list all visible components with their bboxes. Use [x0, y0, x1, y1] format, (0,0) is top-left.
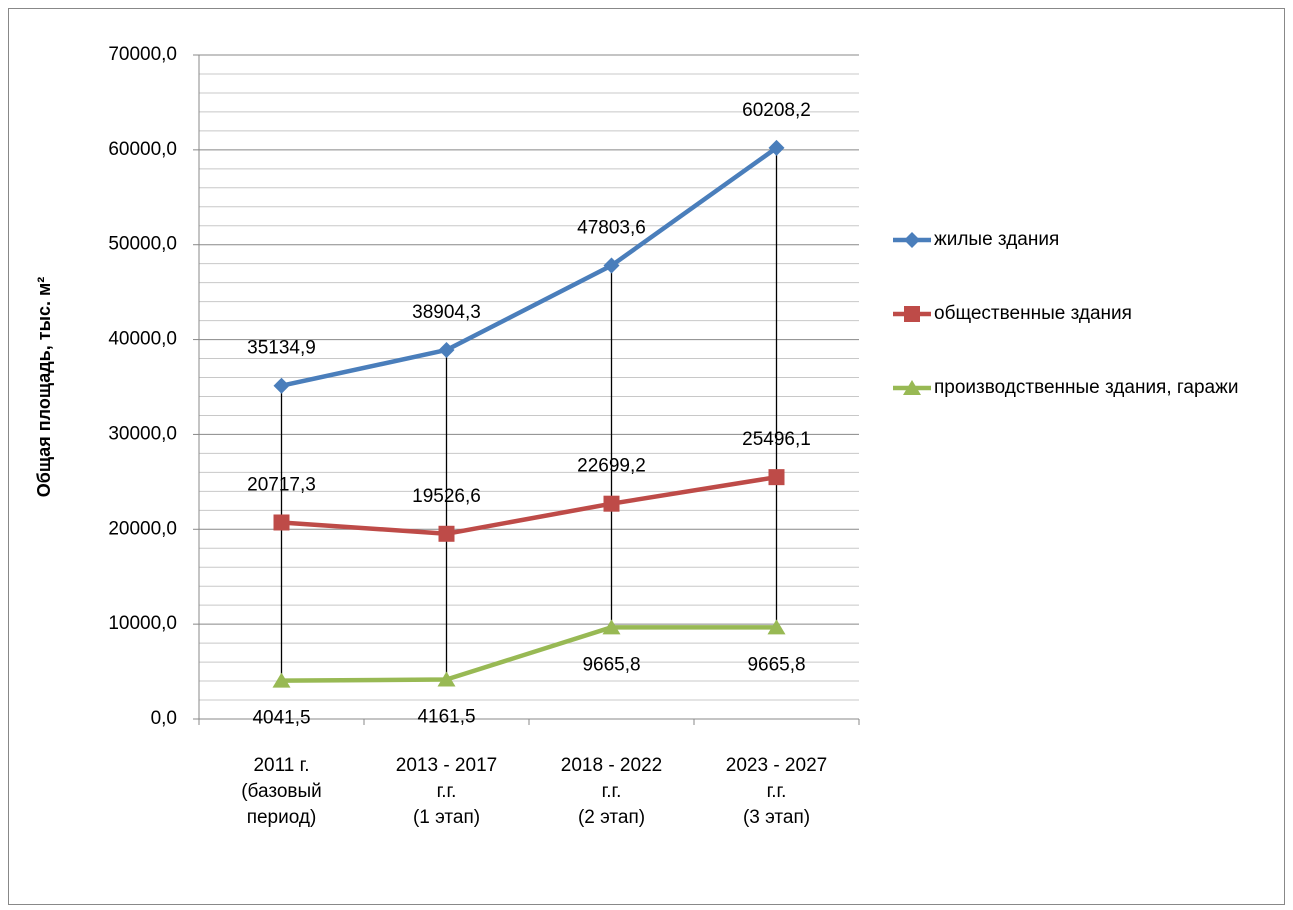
marker — [768, 469, 785, 486]
marker — [767, 619, 786, 635]
marker — [904, 306, 920, 322]
data-label: 22699,2 — [577, 456, 646, 477]
marker — [437, 671, 456, 687]
legend-label: общественные здания — [934, 303, 1132, 324]
marker — [273, 377, 290, 394]
chart-border — [8, 8, 1285, 905]
y-tick-label: 30000,0 — [108, 423, 177, 444]
x-tick-label: 2023 - 2027 г.г. (3 этап) — [725, 755, 828, 828]
data-label: 47803,6 — [577, 218, 646, 239]
data-label: 9665,8 — [582, 654, 640, 675]
data-label: 4161,5 — [417, 707, 475, 728]
marker — [602, 619, 621, 635]
y-tick-label: 70000,0 — [108, 44, 177, 65]
data-label: 25496,1 — [742, 429, 811, 450]
marker — [603, 495, 620, 512]
marker — [903, 380, 921, 395]
legend-label: производственные здания, гаражи — [934, 377, 1239, 398]
data-label: 20717,3 — [247, 474, 316, 495]
data-label: 38904,3 — [412, 302, 481, 323]
y-axis-label: Общая площадь, тыс. м² — [34, 277, 54, 498]
x-tick-label: 2011 г. (базовый период) — [241, 755, 322, 828]
data-label: 19526,6 — [412, 486, 481, 507]
data-label: 60208,2 — [742, 100, 811, 121]
x-tick-label: 2013 - 2017 г.г. (1 этап) — [395, 755, 498, 828]
marker — [272, 672, 291, 688]
series-line — [281, 625, 777, 683]
series-line — [281, 474, 777, 537]
data-label: 9665,8 — [747, 654, 805, 675]
y-tick-label: 50000,0 — [108, 234, 177, 255]
y-tick-label: 60000,0 — [108, 139, 177, 160]
marker — [768, 139, 785, 156]
series-line — [281, 146, 778, 388]
legend-label: жилые здания — [934, 229, 1060, 250]
y-tick-label: 40000,0 — [108, 329, 177, 350]
data-label: 4041,5 — [252, 708, 310, 729]
y-tick-label: 0,0 — [151, 708, 177, 729]
marker — [438, 341, 455, 358]
marker — [904, 232, 920, 248]
y-tick-label: 10000,0 — [108, 613, 177, 634]
y-tick-label: 20000,0 — [108, 518, 177, 539]
marker — [603, 257, 620, 274]
x-tick-label: 2018 - 2022 г.г. (2 этап) — [560, 755, 663, 828]
marker — [438, 525, 455, 542]
marker — [273, 514, 290, 531]
data-label: 35134,9 — [247, 338, 316, 359]
